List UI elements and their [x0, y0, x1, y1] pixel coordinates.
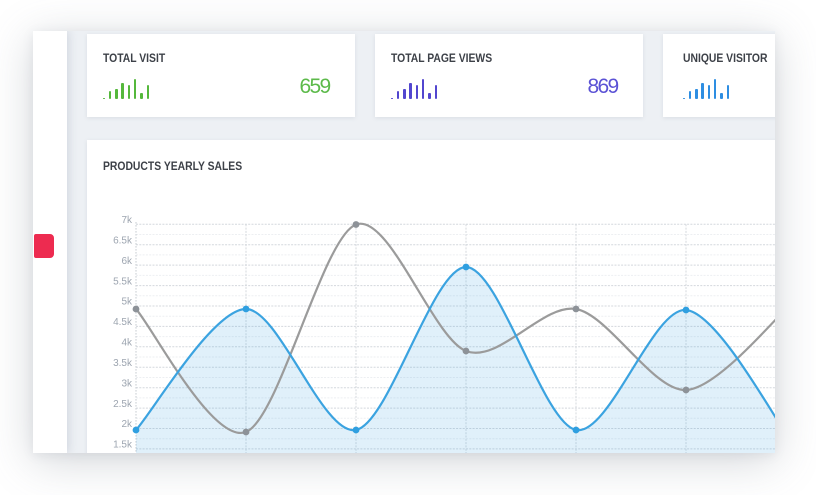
svg-text:4k: 4k: [121, 338, 133, 349]
svg-text:7k: 7k: [121, 215, 133, 226]
svg-text:2.5k: 2.5k: [113, 399, 133, 410]
svg-text:6.5k: 6.5k: [113, 235, 133, 246]
svg-text:5k: 5k: [121, 297, 133, 308]
svg-text:3.5k: 3.5k: [113, 358, 133, 369]
svg-text:5.5k: 5.5k: [113, 276, 133, 287]
svg-text:6k: 6k: [121, 256, 133, 267]
svg-text:2k: 2k: [121, 419, 133, 430]
svg-text:3k: 3k: [121, 378, 133, 389]
svg-text:4.5k: 4.5k: [113, 317, 133, 328]
svg-text:1.5k: 1.5k: [113, 440, 133, 451]
